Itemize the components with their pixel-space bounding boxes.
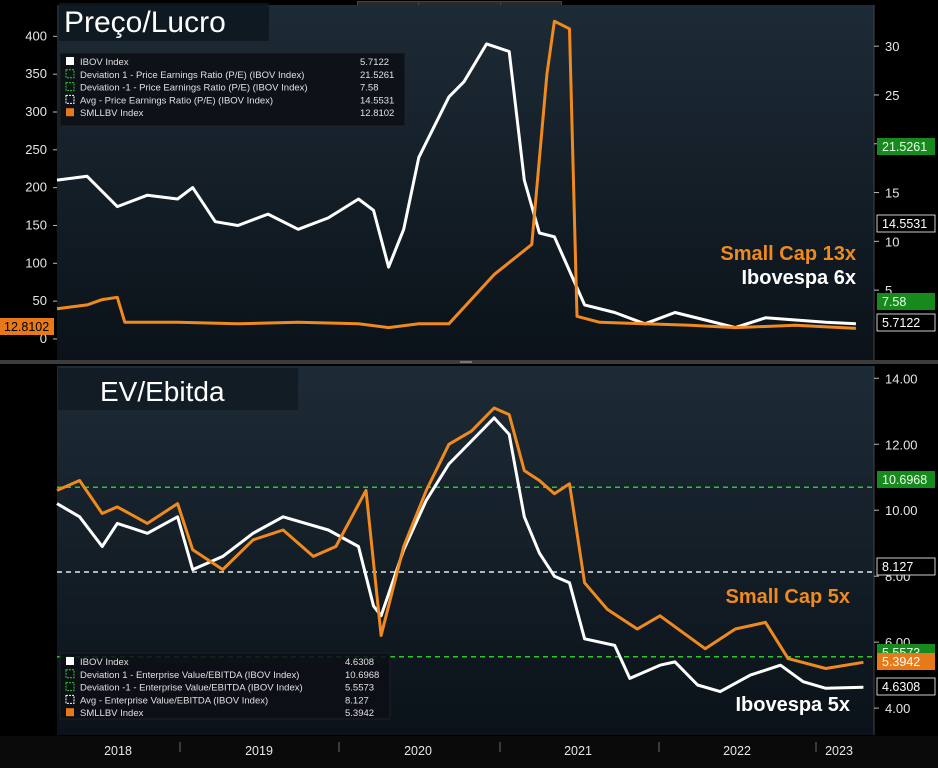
value-tag: 5.3942: [882, 655, 920, 669]
left-value-tag: 12.8102: [4, 320, 49, 334]
legend-marker: [66, 708, 74, 716]
legend-value: 7.58: [360, 83, 379, 94]
x-tick-label: 2020: [404, 744, 432, 758]
left-tick-label: 400: [25, 28, 47, 43]
x-tick-label: 2018: [104, 744, 132, 758]
legend-value: 8.127: [345, 695, 369, 706]
legend-value: 12.8102: [360, 108, 394, 119]
left-tick-label: 300: [25, 104, 47, 119]
left-tick-label: 100: [25, 255, 47, 270]
left-tick-label: 200: [25, 180, 47, 195]
annotation-label: Ibovespa 5x: [735, 694, 850, 716]
value-tag: 5.7122: [882, 316, 920, 330]
legend-label: IBOV Index: [80, 57, 129, 68]
x-tick-label: 2021: [564, 744, 592, 758]
x-tick-label: 2019: [245, 744, 273, 758]
right-tick-label: 12.00: [885, 437, 918, 452]
legend-value: 4.6308: [345, 657, 374, 668]
panel-2: 4.006.008.0010.0012.0014.0010.69688.1275…: [57, 366, 935, 752]
legend-label: IBOV Index: [80, 657, 129, 668]
legend-label: SMLLBV Index: [80, 108, 144, 119]
right-tick-label: 15: [885, 186, 899, 201]
chart-title: Preço/Lucro: [64, 6, 226, 39]
annotation-label: Small Cap 5x: [725, 586, 850, 608]
legend-value: 10.6968: [345, 670, 379, 681]
legend-label: Avg - Enterprise Value/EBITDA (IBOV Inde…: [80, 695, 268, 706]
legend-marker: [66, 57, 74, 65]
right-tick-label: 30: [885, 39, 899, 54]
annotation-label: Small Cap 13x: [720, 243, 856, 265]
right-tick-label: 10: [885, 234, 899, 249]
left-tick-label: 350: [25, 66, 47, 81]
legend-label: Deviation 1 - Enterprise Value/EBITDA (I…: [80, 670, 299, 681]
legend-value: 14.5531: [360, 95, 394, 106]
chart-svg: 0501001502002503003504005101520253021.52…: [0, 0, 938, 768]
left-tick-label: 50: [33, 293, 47, 308]
legend-value: 5.3942: [345, 708, 374, 719]
legend-marker: [66, 657, 74, 665]
left-tick-label: 150: [25, 217, 47, 232]
value-tag: 7.58: [882, 295, 906, 309]
value-tag: 21.5261: [882, 140, 927, 154]
legend-value: 21.5261: [360, 70, 394, 81]
legend-marker: [66, 108, 74, 116]
legend-label: Deviation -1 - Enterprise Value/EBITDA (…: [80, 683, 303, 694]
x-axis-strip: [0, 736, 938, 768]
value-tag: 4.6308: [882, 680, 920, 694]
right-tick-label: 10.00: [885, 503, 918, 518]
left-tick-label: 250: [25, 142, 47, 157]
right-tick-label: 25: [885, 88, 899, 103]
legend-value: 5.7122: [360, 57, 389, 68]
legend-label: Avg - Price Earnings Ratio (P/E) (IBOV I…: [80, 95, 273, 106]
legend-value: 5.5573: [345, 683, 374, 694]
panel-resize-handle: [460, 361, 472, 363]
chart-app: ✛Track∠Annotate⚲Zoom 0501001502002503003…: [0, 0, 938, 768]
value-tag: 8.127: [882, 560, 913, 574]
annotation-label: Ibovespa 6x: [741, 267, 856, 289]
legend-label: Deviation 1 - Price Earnings Ratio (P/E)…: [80, 70, 304, 81]
legend-label: Deviation -1 - Price Earnings Ratio (P/E…: [80, 83, 308, 94]
value-tag: 14.5531: [882, 217, 927, 231]
right-tick-label: 14.00: [885, 371, 918, 386]
chart-title: EV/Ebitda: [100, 376, 225, 407]
right-tick-label: 4.00: [885, 701, 910, 716]
x-tick-label: 2022: [723, 744, 751, 758]
panel-1: 0501001502002503003504005101520253021.52…: [0, 0, 935, 360]
legend-label: SMLLBV Index: [80, 708, 144, 719]
x-tick-label: 2023: [825, 744, 853, 758]
value-tag: 10.6968: [882, 473, 927, 487]
